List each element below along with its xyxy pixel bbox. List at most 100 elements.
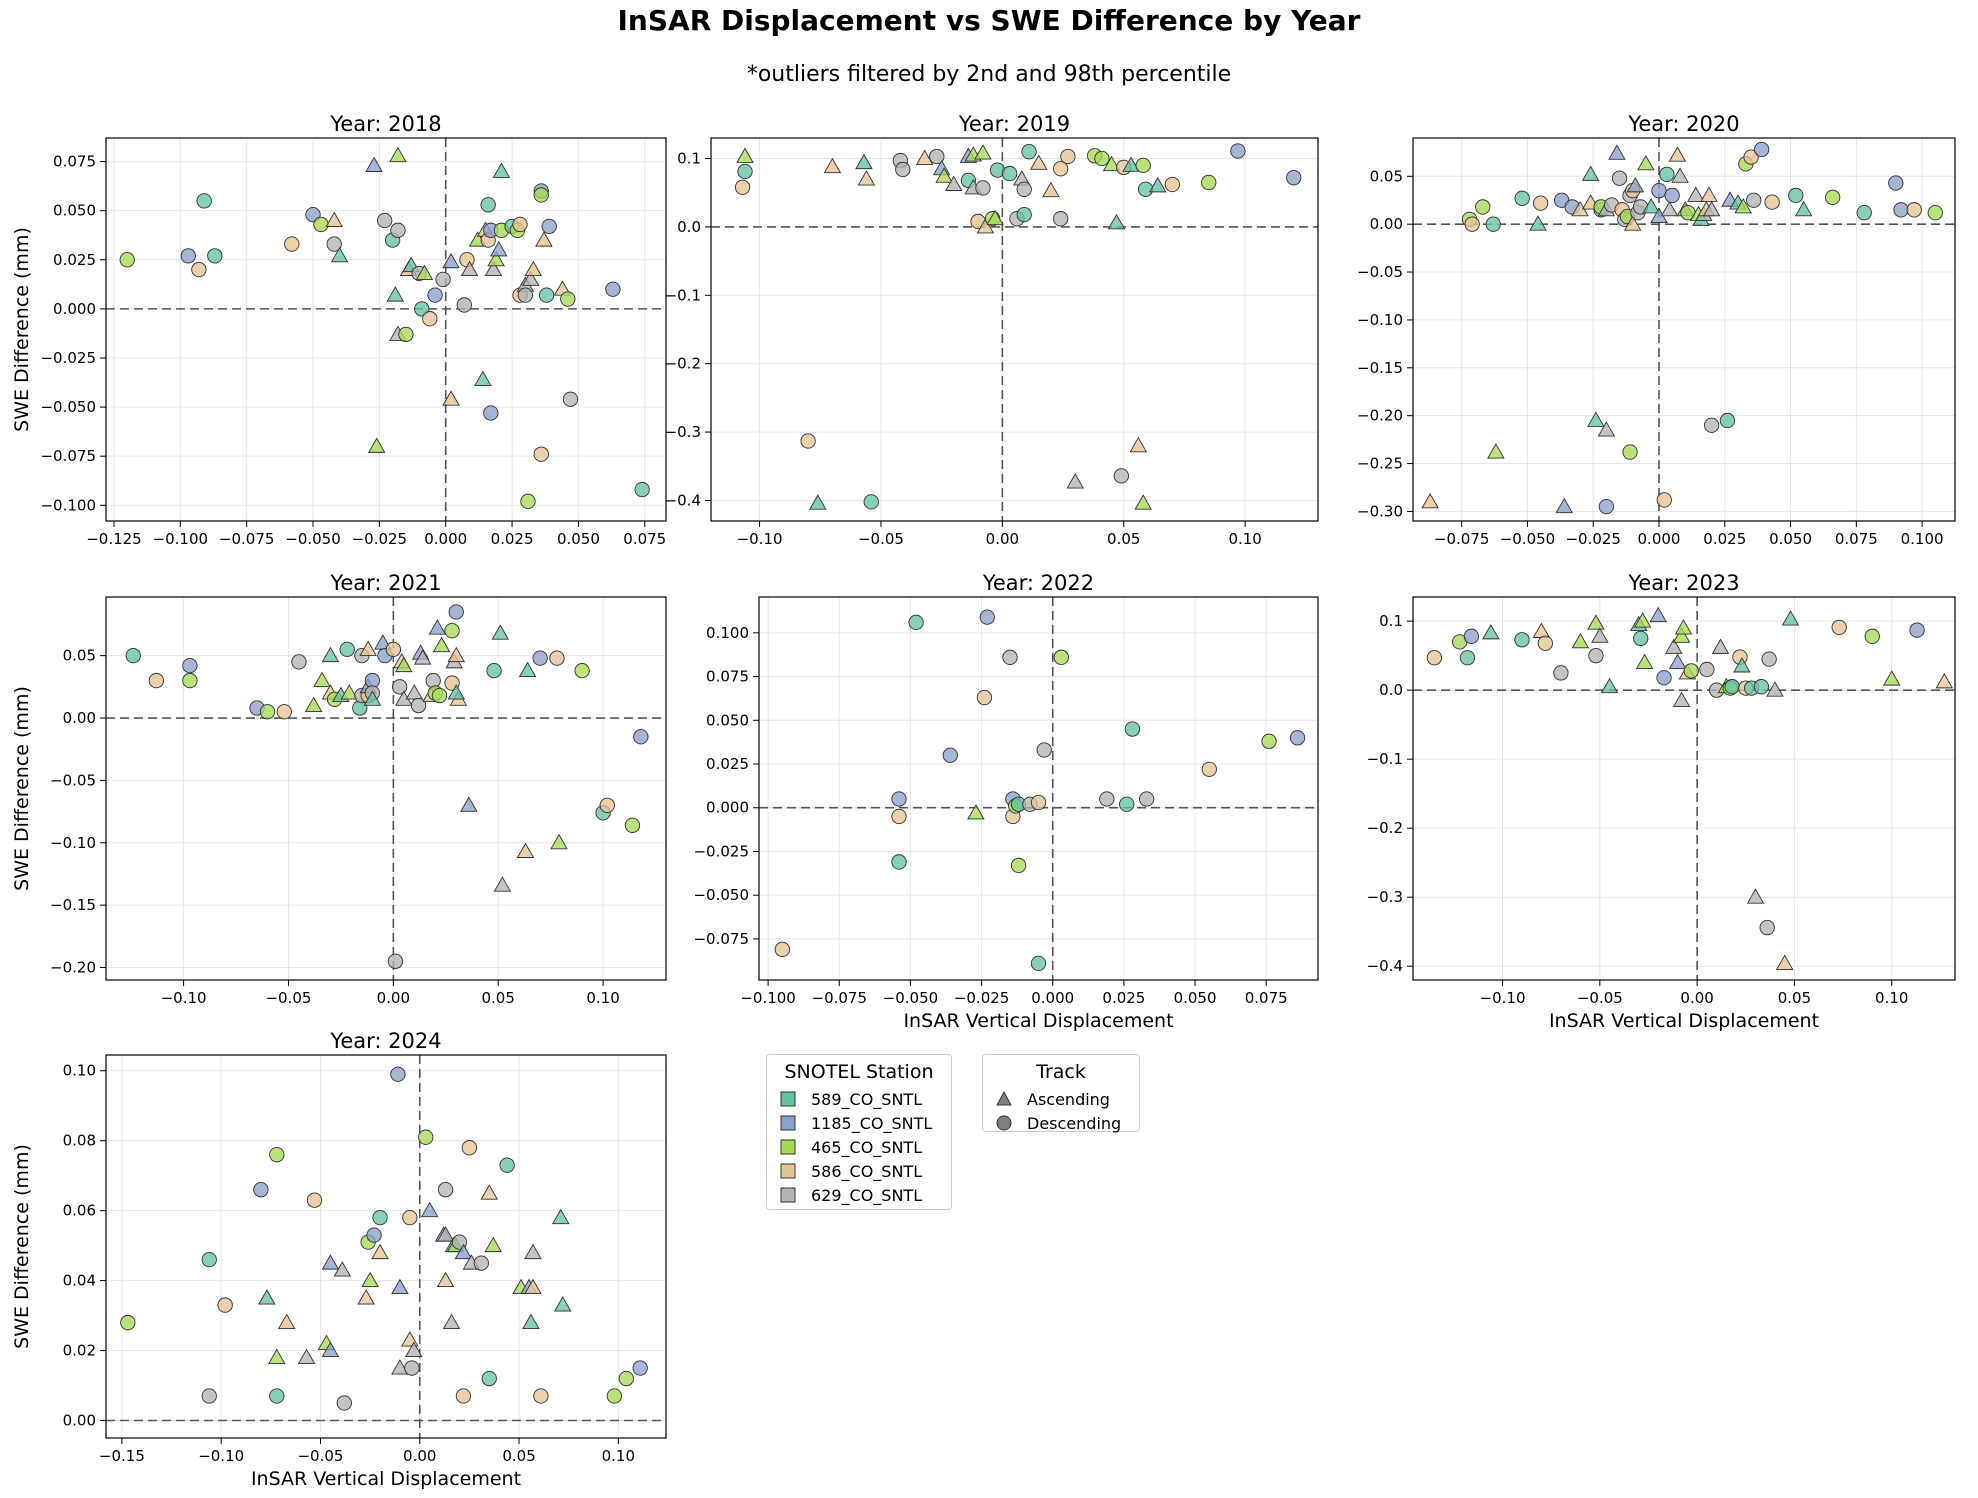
y-tick-label: 0.00 <box>63 1412 96 1430</box>
x-tick-label: 0.075 <box>1835 530 1878 548</box>
data-point-descending <box>1052 211 1069 227</box>
data-point-descending <box>891 808 907 825</box>
y-tick-label: 0.100 <box>706 624 749 642</box>
data-point-descending <box>533 446 549 462</box>
x-tick-label: −0.100 <box>740 989 796 1007</box>
data-point-ascending <box>333 1261 352 1277</box>
data-point-descending <box>269 1388 285 1404</box>
data-point-ascending <box>391 1359 409 1375</box>
data-point-descending <box>339 641 355 658</box>
panel-title: Year: 2018 <box>329 112 441 136</box>
data-point-descending <box>533 1388 549 1404</box>
legend-label: 586_CO_SNTL <box>811 1161 923 1181</box>
panel-2019: −0.10 −0.05 0.00 0.05 0.10 −0.4 −0.3 −0.2 −0.1 0.… <box>665 112 1319 548</box>
square-marker-icon <box>777 1136 799 1158</box>
axes-frame <box>105 137 667 522</box>
data-point-descending <box>633 729 649 745</box>
y-tick-label: −0.050 <box>40 398 96 416</box>
data-point-ascending <box>967 804 985 820</box>
data-point-descending <box>148 672 164 689</box>
data-point-ascending <box>823 157 842 174</box>
data-point-descending <box>1135 157 1151 174</box>
data-point-ascending <box>460 796 478 812</box>
data-point-descending <box>1906 202 1922 218</box>
data-point-descending <box>1532 195 1549 211</box>
data-point-ascending <box>1042 181 1060 198</box>
data-point-ascending <box>413 649 432 665</box>
x-tick-label: 0.000 <box>424 530 467 548</box>
y-tick-label: −0.10 <box>1357 311 1403 329</box>
axes-frame <box>1412 596 1956 981</box>
data-point-descending <box>1139 791 1155 807</box>
data-point-descending <box>560 291 576 307</box>
data-point-descending <box>1289 730 1306 746</box>
data-point-ascending <box>553 1296 572 1312</box>
data-point-descending <box>1724 679 1740 695</box>
panel-2024: −0.15 −0.10 −0.05 0.00 0.05 0.10 0.00 0.02 0.04 0… <box>11 1029 667 1490</box>
x-tick-label: 0.00 <box>403 1447 436 1465</box>
data-point-ascending <box>1668 146 1687 162</box>
x-tick-label: −0.05 <box>1577 989 1623 1007</box>
data-point-descending <box>800 433 816 449</box>
data-point-descending <box>398 326 414 343</box>
y-tick-label: 0.00 <box>1370 215 1403 233</box>
data-point-descending <box>390 1066 406 1082</box>
data-point-descending <box>269 1147 285 1163</box>
data-point-descending <box>517 287 533 303</box>
data-point-ascending <box>1529 215 1547 231</box>
panel-2022: −0.100 −0.075 −0.050 −0.025 0.000 0.025 0.050 0… <box>693 571 1319 1032</box>
data-point-ascending <box>442 1313 461 1330</box>
x-tick-label: −0.10 <box>737 530 783 548</box>
data-point-descending <box>1825 189 1841 206</box>
data-point-ascending <box>551 1208 570 1225</box>
legend-item-586: 586_CO_SNTL <box>777 1159 941 1183</box>
data-point-ascending <box>492 162 511 178</box>
data-point-ascending <box>1597 421 1616 437</box>
data-point-ascending <box>428 619 447 635</box>
y-tick-label: −0.4 <box>665 491 701 509</box>
y-tick-label: −0.100 <box>40 496 96 514</box>
data-point-descending <box>431 687 448 704</box>
data-point-descending <box>306 1192 323 1208</box>
panel-2018: −0.125 −0.100 −0.075 −0.050 −0.025 0.000 0.025… <box>11 112 667 548</box>
data-point-descending <box>201 1388 217 1404</box>
data-point-ascending <box>1148 176 1167 193</box>
data-point-descending <box>599 797 615 813</box>
y-tick-label: 0.02 <box>63 1342 96 1360</box>
legend-label: 1185_CO_SNTL <box>811 1113 933 1133</box>
data-point-descending <box>538 287 555 303</box>
legend-item-629: 629_CO_SNTL <box>777 1183 941 1207</box>
data-point-ascending <box>401 1331 419 1347</box>
panel-2023: −0.10 −0.05 0.00 0.05 0.10 −0.4 −0.3 −0.2 −0.1 0.… <box>1367 571 1956 1032</box>
data-point-ascending <box>1587 614 1605 630</box>
y-tick-label: −0.025 <box>40 349 96 367</box>
data-point-descending <box>1831 619 1847 636</box>
data-point-ascending <box>367 437 386 453</box>
y-tick-label: −0.25 <box>1357 455 1403 473</box>
x-tick-label: 0.025 <box>1703 530 1746 548</box>
data-point-descending <box>1743 149 1759 165</box>
data-point-descending <box>207 248 223 264</box>
data-point-descending <box>352 700 368 716</box>
y-tick-label: −0.15 <box>1357 359 1403 377</box>
square-marker-icon <box>777 1184 799 1206</box>
data-point-ascending <box>550 833 568 850</box>
data-point-descending <box>1053 649 1069 665</box>
data-point-descending <box>387 953 404 969</box>
data-point-descending <box>366 1227 382 1243</box>
data-point-ascending <box>1626 176 1645 193</box>
data-point-descending <box>908 614 924 631</box>
data-point-descending <box>259 704 276 720</box>
data-point-descending <box>1622 444 1638 460</box>
x-tick-label: −0.075 <box>219 530 275 548</box>
y-tick-label: −0.075 <box>693 930 749 948</box>
data-point-ascending <box>480 1184 499 1200</box>
data-point-descending <box>1002 649 1018 665</box>
y-tick-label: 0.075 <box>53 153 96 171</box>
legend-item-1185: 1185_CO_SNTL <box>777 1111 941 1135</box>
data-point-descending <box>1030 955 1047 972</box>
x-tick-label: −0.10 <box>198 1447 244 1465</box>
data-point-ascending <box>1555 497 1574 514</box>
y-tick-label: 0.05 <box>1370 167 1403 185</box>
data-point-descending <box>1052 161 1069 177</box>
